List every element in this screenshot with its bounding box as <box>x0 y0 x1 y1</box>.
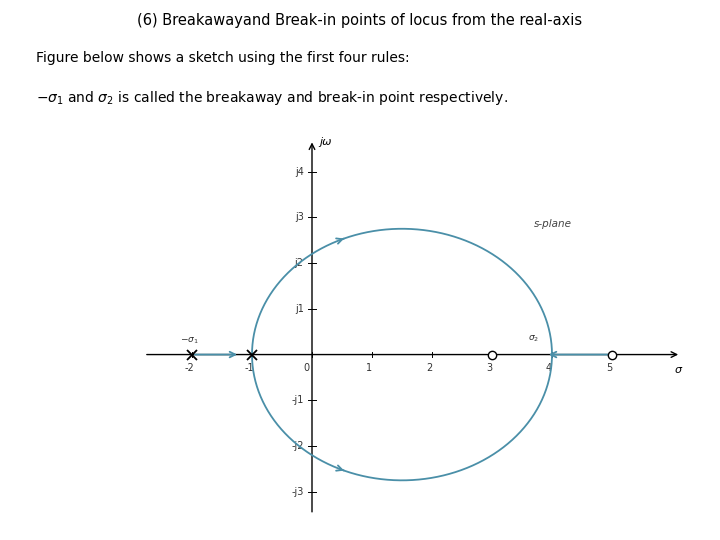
Text: s-plane: s-plane <box>534 219 572 229</box>
Text: 3: 3 <box>486 363 492 373</box>
Text: $-\sigma_1$ and $\sigma_2$ is called the breakaway and break-in point respective: $-\sigma_1$ and $\sigma_2$ is called the… <box>36 89 508 107</box>
Text: -j2: -j2 <box>291 441 304 451</box>
Text: -j1: -j1 <box>291 395 304 406</box>
Text: σ: σ <box>675 364 682 375</box>
Text: Figure below shows a sketch using the first four rules:: Figure below shows a sketch using the fi… <box>36 51 410 65</box>
Text: -1: -1 <box>244 363 254 373</box>
Text: 5: 5 <box>606 363 612 373</box>
Text: j1: j1 <box>294 304 304 314</box>
Text: -j3: -j3 <box>291 487 304 497</box>
Text: j4: j4 <box>294 167 304 177</box>
Text: $\sigma_2$: $\sigma_2$ <box>528 334 539 345</box>
Text: j3: j3 <box>294 212 304 222</box>
Text: 4: 4 <box>546 363 552 373</box>
Text: 2: 2 <box>426 363 432 373</box>
Text: j2: j2 <box>294 258 304 268</box>
Text: 1: 1 <box>366 363 372 373</box>
Text: -2: -2 <box>184 363 194 373</box>
Text: 0: 0 <box>303 363 309 373</box>
Text: (6) Breakawayand Break-in points of locus from the real-axis: (6) Breakawayand Break-in points of locu… <box>138 14 582 29</box>
Text: $-\sigma_1$: $-\sigma_1$ <box>179 336 199 346</box>
Text: jω: jω <box>319 137 332 147</box>
